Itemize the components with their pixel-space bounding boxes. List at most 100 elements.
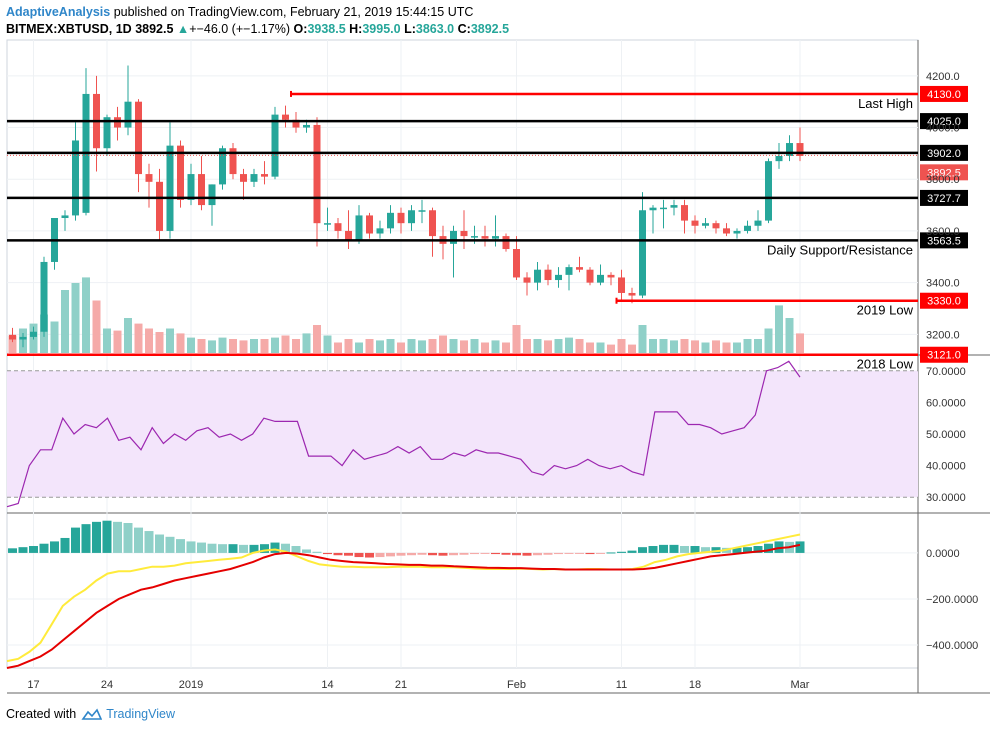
candle-body: [513, 249, 520, 278]
volume-bar: [796, 333, 804, 353]
candle-body: [135, 101, 142, 175]
candle-body: [366, 215, 373, 234]
price-tick-label: 3400.0: [926, 278, 960, 290]
volume-bar: [355, 342, 363, 353]
macd-histogram-bar: [701, 547, 710, 553]
candle-body: [219, 148, 226, 185]
level-annotation: 2019 Low: [857, 303, 914, 318]
volume-bar: [365, 339, 374, 353]
price-tick-label: 3200.0: [926, 329, 960, 341]
candle-body: [565, 267, 573, 275]
macd-histogram-bar: [407, 552, 416, 556]
candle-body: [775, 155, 783, 162]
volume-bar: [470, 339, 479, 353]
time-tick-label: 14: [321, 679, 333, 691]
volume-bar: [386, 339, 395, 353]
high-value: 3995.0: [362, 22, 401, 36]
candle-body: [387, 212, 394, 229]
candle-body: [156, 181, 163, 231]
footer: Created with TradingView: [6, 707, 175, 721]
macd-histogram-bar: [155, 534, 164, 553]
candle-body: [177, 145, 184, 200]
candle-body: [628, 292, 636, 296]
time-tick-label: 17: [27, 679, 39, 691]
grid-lines: [6, 39, 990, 694]
candle-body: [187, 174, 195, 200]
macd-histogram-bar: [134, 527, 143, 553]
candle-body: [796, 143, 804, 156]
macd-histogram-bar: [218, 544, 227, 553]
candle-body: [198, 174, 205, 206]
time-axis: 17 24 2019 14 21 Feb 11 18 Mar: [27, 679, 809, 691]
candle-body: [450, 230, 457, 244]
close-label: C:: [457, 22, 471, 36]
level-price-tag: [920, 189, 968, 206]
last-price-label: 3892.5: [927, 167, 961, 179]
volume-bar: [701, 342, 710, 353]
macd-histogram-bar: [501, 552, 511, 555]
open-value: 3938.5: [307, 22, 346, 36]
chart-header: AdaptiveAnalysis published on TradingVie…: [6, 4, 509, 38]
macd-histogram-bar: [669, 544, 679, 553]
macd-histogram-bar: [606, 552, 616, 554]
volume-bar: [92, 300, 101, 353]
candle-body: [240, 174, 247, 182]
volume-bar: [638, 325, 647, 353]
volume-bar: [113, 330, 122, 353]
last-price: 3892.5: [135, 22, 174, 36]
macd-histogram-bar: [354, 552, 364, 558]
volume-bar: [281, 335, 290, 353]
rsi-tick-label: 50.0000: [926, 429, 966, 441]
volume-bar: [218, 337, 227, 353]
candle-body: [481, 236, 489, 239]
macd-histogram-bar: [39, 543, 49, 553]
candle-body: [618, 277, 625, 293]
macd-histogram-bar: [81, 524, 91, 553]
macd-histogram-bar: [680, 546, 689, 553]
candle-body: [324, 223, 331, 225]
candle-body: [544, 269, 552, 281]
level-price-label: 3121.0: [927, 350, 961, 362]
macd-tick-label: −400.0000: [926, 640, 978, 652]
level-price-label: 3902.0: [927, 148, 961, 160]
volume-bar: [712, 340, 720, 353]
author-name[interactable]: AdaptiveAnalysis: [6, 5, 111, 19]
candle-body: [30, 331, 37, 337]
rsi-tick-label: 60.0000: [926, 397, 966, 409]
macd-histogram-bar: [8, 548, 17, 553]
volume-bar: [628, 344, 636, 353]
candle-body: [723, 228, 730, 234]
candle-body: [733, 230, 741, 234]
horizontal-levels: 4130.0 Last High 4025.0 3902.0 3727.7 3563.5 D…: [7, 85, 968, 372]
volume-bars: [8, 277, 804, 353]
macd-histogram-bar: [102, 520, 112, 553]
volume-bar: [586, 342, 594, 353]
volume-bar: [250, 339, 258, 353]
change-arrow-icon: ▲: [176, 22, 190, 36]
volume-bar: [565, 337, 573, 353]
macd-histogram-bar: [732, 547, 742, 553]
volume-bar: [596, 342, 605, 353]
tradingview-logo-text[interactable]: TradingView: [106, 707, 175, 721]
volume-bar: [208, 340, 216, 353]
macd-histogram-bar: [417, 552, 427, 555]
symbol-label: BITMEX:XBTUSD, 1D: [6, 22, 132, 36]
volume-bar: [260, 339, 269, 353]
candle-body: [502, 236, 510, 250]
macd-histogram-bar: [281, 543, 290, 553]
volume-bar: [502, 342, 510, 353]
close-value: 3892.5: [470, 22, 510, 36]
tradingview-cloud-icon: [81, 708, 103, 720]
macd-histogram-bar: [302, 549, 311, 553]
candle-body: [786, 143, 793, 156]
candle-body: [418, 210, 426, 212]
volume-bar: [460, 340, 468, 353]
volume-bar: [61, 290, 69, 353]
time-tick-label: Mar: [791, 679, 810, 691]
volume-bar: [176, 333, 185, 353]
level-annotation: 2018 Low: [857, 357, 914, 372]
macd-histogram-bar: [617, 551, 626, 553]
volume-bar: [785, 318, 794, 353]
macd-histogram-bar: [375, 552, 385, 558]
macd-histogram-bar: [522, 552, 532, 556]
